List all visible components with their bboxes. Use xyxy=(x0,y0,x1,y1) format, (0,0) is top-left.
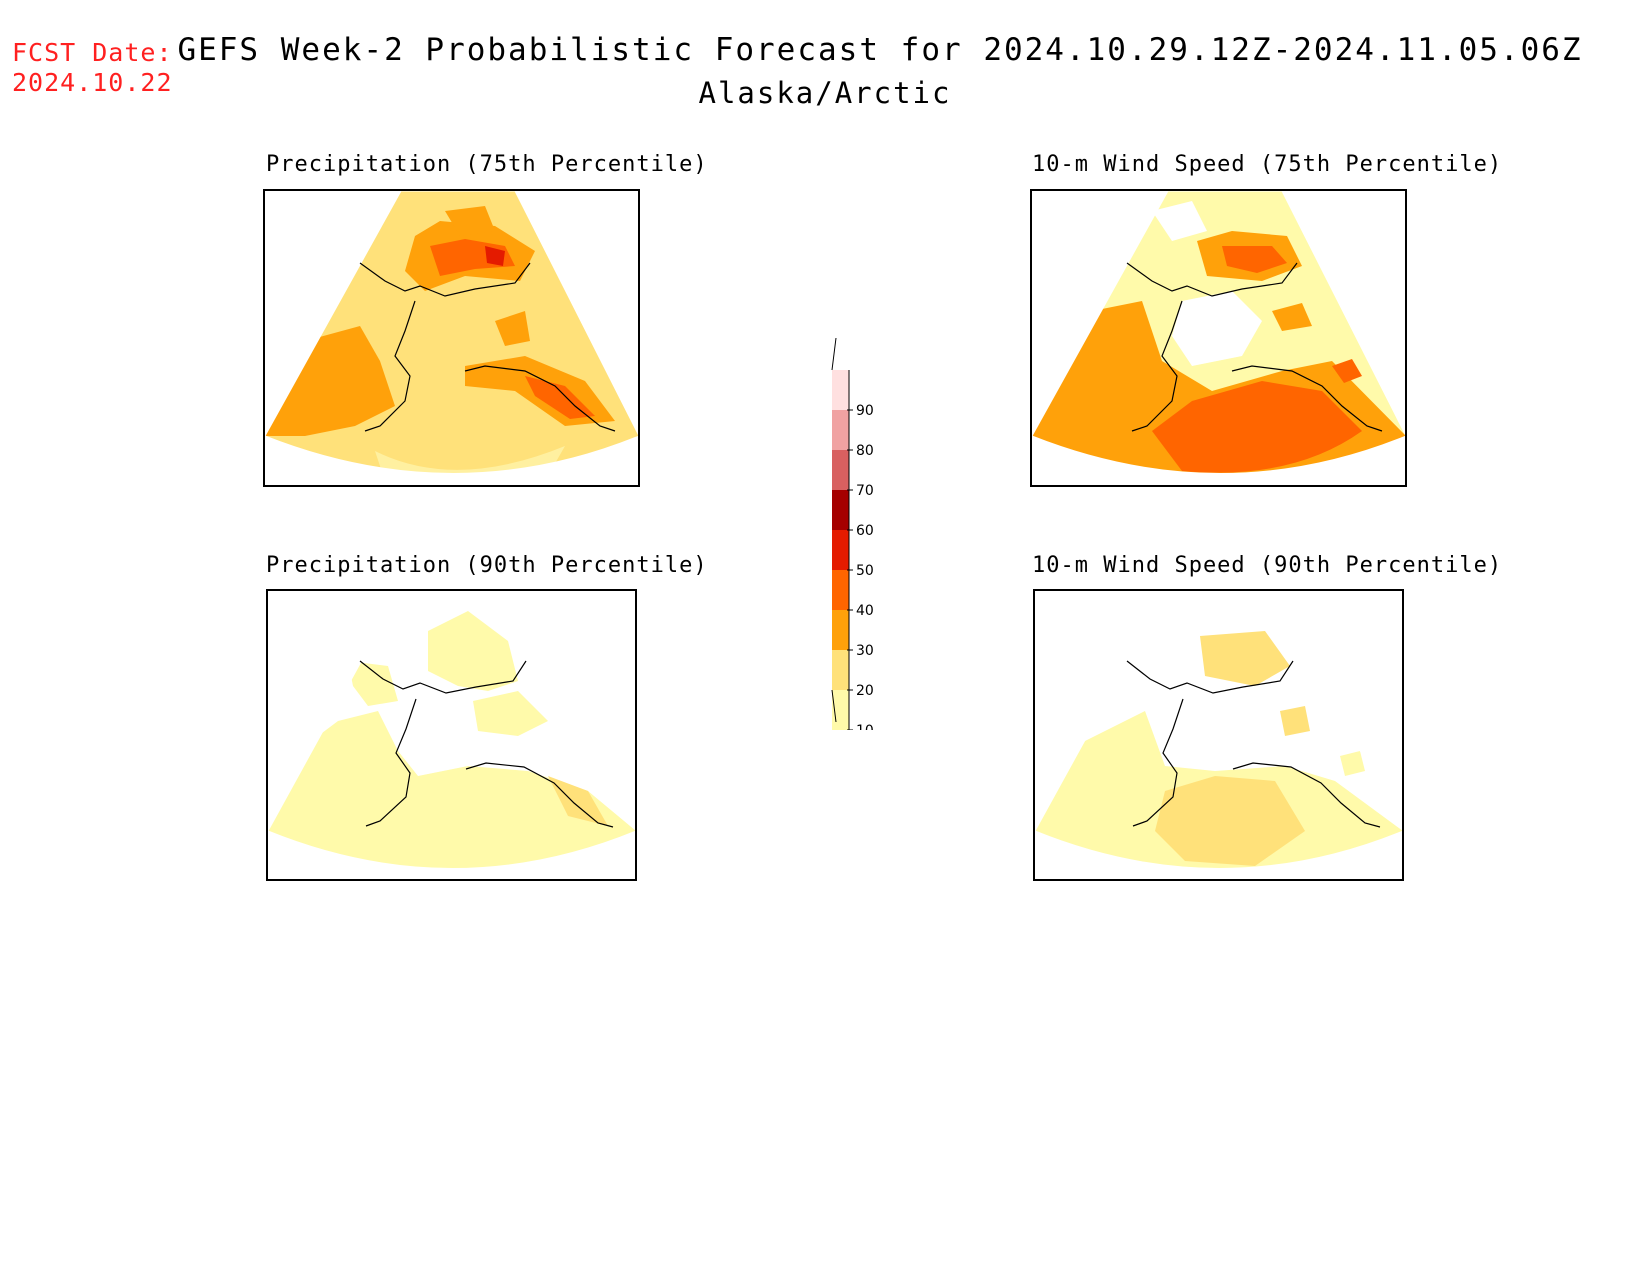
colorbar-label-10: 10 xyxy=(856,723,874,730)
precip75-coastline xyxy=(359,262,616,432)
colorbar-blocks xyxy=(832,370,849,730)
wind90-coastline xyxy=(1126,660,1381,828)
map-panel-precip-75 xyxy=(263,189,640,487)
precip90-southeast-cell xyxy=(548,776,608,826)
colorbar-label-90: 90 xyxy=(856,403,874,419)
wind90-south-core xyxy=(1155,776,1305,866)
colorbar-ends xyxy=(831,337,837,723)
precip90-south-region xyxy=(268,711,635,869)
colorbar-label-20: 20 xyxy=(856,683,874,699)
colorbar-block-90 xyxy=(832,370,849,410)
colorbar-block-30 xyxy=(832,610,849,650)
precip90-coastline xyxy=(359,660,614,828)
wind75-polar-low xyxy=(1152,201,1207,241)
wind90-north-region xyxy=(1200,631,1290,686)
colorbar-label-50: 50 xyxy=(856,563,874,579)
wind75-east-cell xyxy=(1332,359,1362,383)
panel-title-precip-90: Precipitation (90th Percentile) xyxy=(266,553,708,578)
precip90-central-region xyxy=(473,691,548,736)
precip75-polar-cell xyxy=(445,206,495,236)
colorbar-label-30: 30 xyxy=(856,643,874,659)
precip90-north-region xyxy=(428,611,518,691)
precip90-west-cell xyxy=(348,661,398,706)
map-panel-wind-75 xyxy=(1030,189,1407,487)
panel-title-precip-75: Precipitation (75th Percentile) xyxy=(266,152,708,177)
colorbar-label-60: 60 xyxy=(856,523,874,539)
colorbar-block-60 xyxy=(832,490,849,530)
region-subtitle: Alaska/Arctic xyxy=(698,76,952,110)
fcst-date-value: 2024.10.22 xyxy=(12,68,173,97)
colorbar-label-70: 70 xyxy=(856,483,874,499)
main-title: GEFS Week-2 Probabilistic Forecast for 2… xyxy=(177,32,1583,68)
precip75-central-cell xyxy=(495,311,530,346)
wind90-central-cell xyxy=(1280,706,1310,736)
colorbar-block-40 xyxy=(832,570,849,610)
wind75-coastline xyxy=(1126,262,1383,432)
wind75-south-core xyxy=(1152,381,1362,473)
colorbar-block-50 xyxy=(832,530,849,570)
wind75-interior-low xyxy=(1172,291,1262,366)
panel-title-wind-75: 10-m Wind Speed (75th Percentile) xyxy=(1032,152,1503,177)
colorbar-labels: 90 80 70 60 50 40 30 20 10 xyxy=(856,403,874,730)
map-panel-precip-90 xyxy=(266,589,637,881)
colorbar-block-20 xyxy=(832,650,849,690)
colorbar-ticks xyxy=(847,370,853,730)
wind90-east-cell xyxy=(1340,751,1365,776)
wind75-central-cell xyxy=(1272,303,1312,331)
precip75-north-peak xyxy=(485,246,505,266)
map-panel-wind-90 xyxy=(1033,589,1404,881)
colorbar-block-70 xyxy=(832,450,849,490)
wind75-north-core xyxy=(1222,246,1287,273)
precip75-west-region xyxy=(265,326,395,436)
probability-colorbar: 90 80 70 60 50 40 30 20 10 xyxy=(831,337,874,730)
fcst-date-caption: FCST Date: xyxy=(12,38,173,67)
colorbar-block-80 xyxy=(832,410,849,450)
forecast-date-label: FCST Date: 2024.10.22 xyxy=(12,38,173,98)
panel-title-wind-90: 10-m Wind Speed (90th Percentile) xyxy=(1032,553,1503,578)
colorbar-label-80: 80 xyxy=(856,443,874,459)
colorbar-label-40: 40 xyxy=(856,603,874,619)
